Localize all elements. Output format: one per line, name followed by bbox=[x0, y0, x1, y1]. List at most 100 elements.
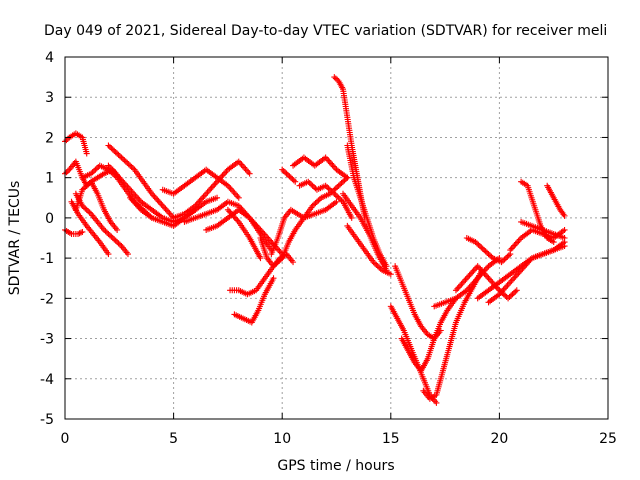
data-point bbox=[465, 273, 472, 280]
data-point bbox=[239, 163, 246, 170]
data-point bbox=[561, 243, 568, 250]
data-point bbox=[329, 162, 336, 169]
data-point bbox=[509, 291, 516, 298]
data-point bbox=[514, 239, 521, 246]
data-point bbox=[287, 174, 294, 181]
data-point bbox=[203, 190, 210, 197]
data-point bbox=[209, 183, 216, 190]
data-point bbox=[79, 186, 86, 193]
series-arc-26 bbox=[344, 222, 394, 278]
data-point bbox=[115, 151, 122, 158]
data-point bbox=[214, 194, 221, 201]
data-point bbox=[124, 159, 131, 166]
data-point bbox=[337, 181, 344, 188]
series-arc-4 bbox=[72, 178, 121, 233]
data-point bbox=[101, 226, 108, 233]
series-arc-28 bbox=[392, 263, 444, 342]
data-point bbox=[331, 190, 338, 197]
data-point bbox=[111, 236, 118, 243]
data-point bbox=[344, 174, 351, 181]
data-point bbox=[103, 229, 110, 236]
data-point bbox=[454, 285, 461, 292]
data-point bbox=[333, 198, 340, 205]
data-point bbox=[501, 256, 508, 263]
data-point bbox=[488, 278, 495, 285]
data-point bbox=[466, 272, 473, 279]
data-point bbox=[161, 204, 168, 211]
data-point bbox=[328, 160, 335, 167]
data-point bbox=[76, 230, 83, 237]
data-point bbox=[306, 180, 313, 187]
data-point bbox=[462, 276, 469, 283]
data-point bbox=[316, 196, 323, 203]
data-point bbox=[312, 200, 319, 207]
series-arc-6 bbox=[68, 198, 112, 258]
data-point bbox=[223, 168, 230, 175]
data-point bbox=[474, 263, 481, 270]
data-point bbox=[83, 182, 90, 189]
data-point bbox=[340, 178, 347, 185]
data-point bbox=[470, 267, 477, 274]
data-point bbox=[208, 184, 215, 191]
data-point bbox=[212, 180, 219, 187]
data-point bbox=[92, 166, 99, 173]
data-point bbox=[476, 243, 483, 250]
y-tick-label: 3 bbox=[45, 90, 54, 106]
y-tick-label: -3 bbox=[40, 332, 54, 348]
data-point bbox=[243, 167, 250, 174]
data-point bbox=[516, 236, 523, 243]
data-point bbox=[85, 208, 92, 215]
data-point bbox=[461, 278, 468, 285]
data-point bbox=[275, 246, 282, 253]
data-point bbox=[155, 198, 162, 205]
data-point bbox=[152, 195, 159, 202]
series-arc-25 bbox=[344, 142, 390, 270]
series-arc-10 bbox=[127, 194, 221, 229]
series-arc-15 bbox=[224, 206, 264, 262]
data-point bbox=[233, 215, 240, 222]
data-point bbox=[508, 277, 515, 284]
data-point bbox=[75, 230, 82, 237]
series-arc-34 bbox=[463, 235, 514, 266]
data-markers bbox=[62, 74, 568, 406]
data-point bbox=[433, 399, 440, 406]
data-point bbox=[323, 156, 330, 163]
data-point bbox=[114, 226, 121, 233]
data-point bbox=[505, 252, 512, 259]
y-axis-ticks: -5 -4 -3 -2 -1 0 1 2 3 4 bbox=[40, 50, 608, 428]
data-point bbox=[245, 169, 252, 176]
data-point bbox=[117, 153, 124, 160]
data-point bbox=[335, 182, 342, 189]
data-point bbox=[509, 244, 516, 251]
data-point bbox=[105, 230, 112, 237]
data-point bbox=[507, 279, 514, 286]
data-point bbox=[64, 135, 71, 142]
data-point bbox=[374, 263, 381, 270]
data-point bbox=[286, 173, 293, 180]
data-point bbox=[154, 196, 161, 203]
data-point bbox=[124, 251, 131, 258]
data-point bbox=[478, 244, 485, 251]
data-point bbox=[115, 240, 122, 247]
data-point bbox=[82, 184, 89, 191]
data-point bbox=[471, 266, 478, 273]
y-tick-label: 2 bbox=[45, 130, 54, 146]
x-tick-label: 20 bbox=[490, 431, 508, 447]
data-point bbox=[231, 190, 238, 197]
data-point bbox=[90, 167, 97, 174]
data-point bbox=[289, 176, 296, 183]
data-point bbox=[482, 266, 489, 273]
data-point bbox=[290, 259, 297, 266]
data-point bbox=[270, 275, 277, 282]
series-arc-40 bbox=[544, 182, 568, 219]
data-point bbox=[370, 259, 377, 266]
data-point bbox=[512, 241, 519, 248]
data-point bbox=[330, 163, 337, 170]
data-point bbox=[211, 181, 218, 188]
series-arc-17 bbox=[231, 275, 277, 326]
data-point bbox=[276, 248, 283, 255]
data-point bbox=[242, 166, 249, 173]
series-arc-21 bbox=[279, 166, 299, 185]
data-point bbox=[484, 273, 491, 280]
data-point bbox=[114, 150, 121, 157]
